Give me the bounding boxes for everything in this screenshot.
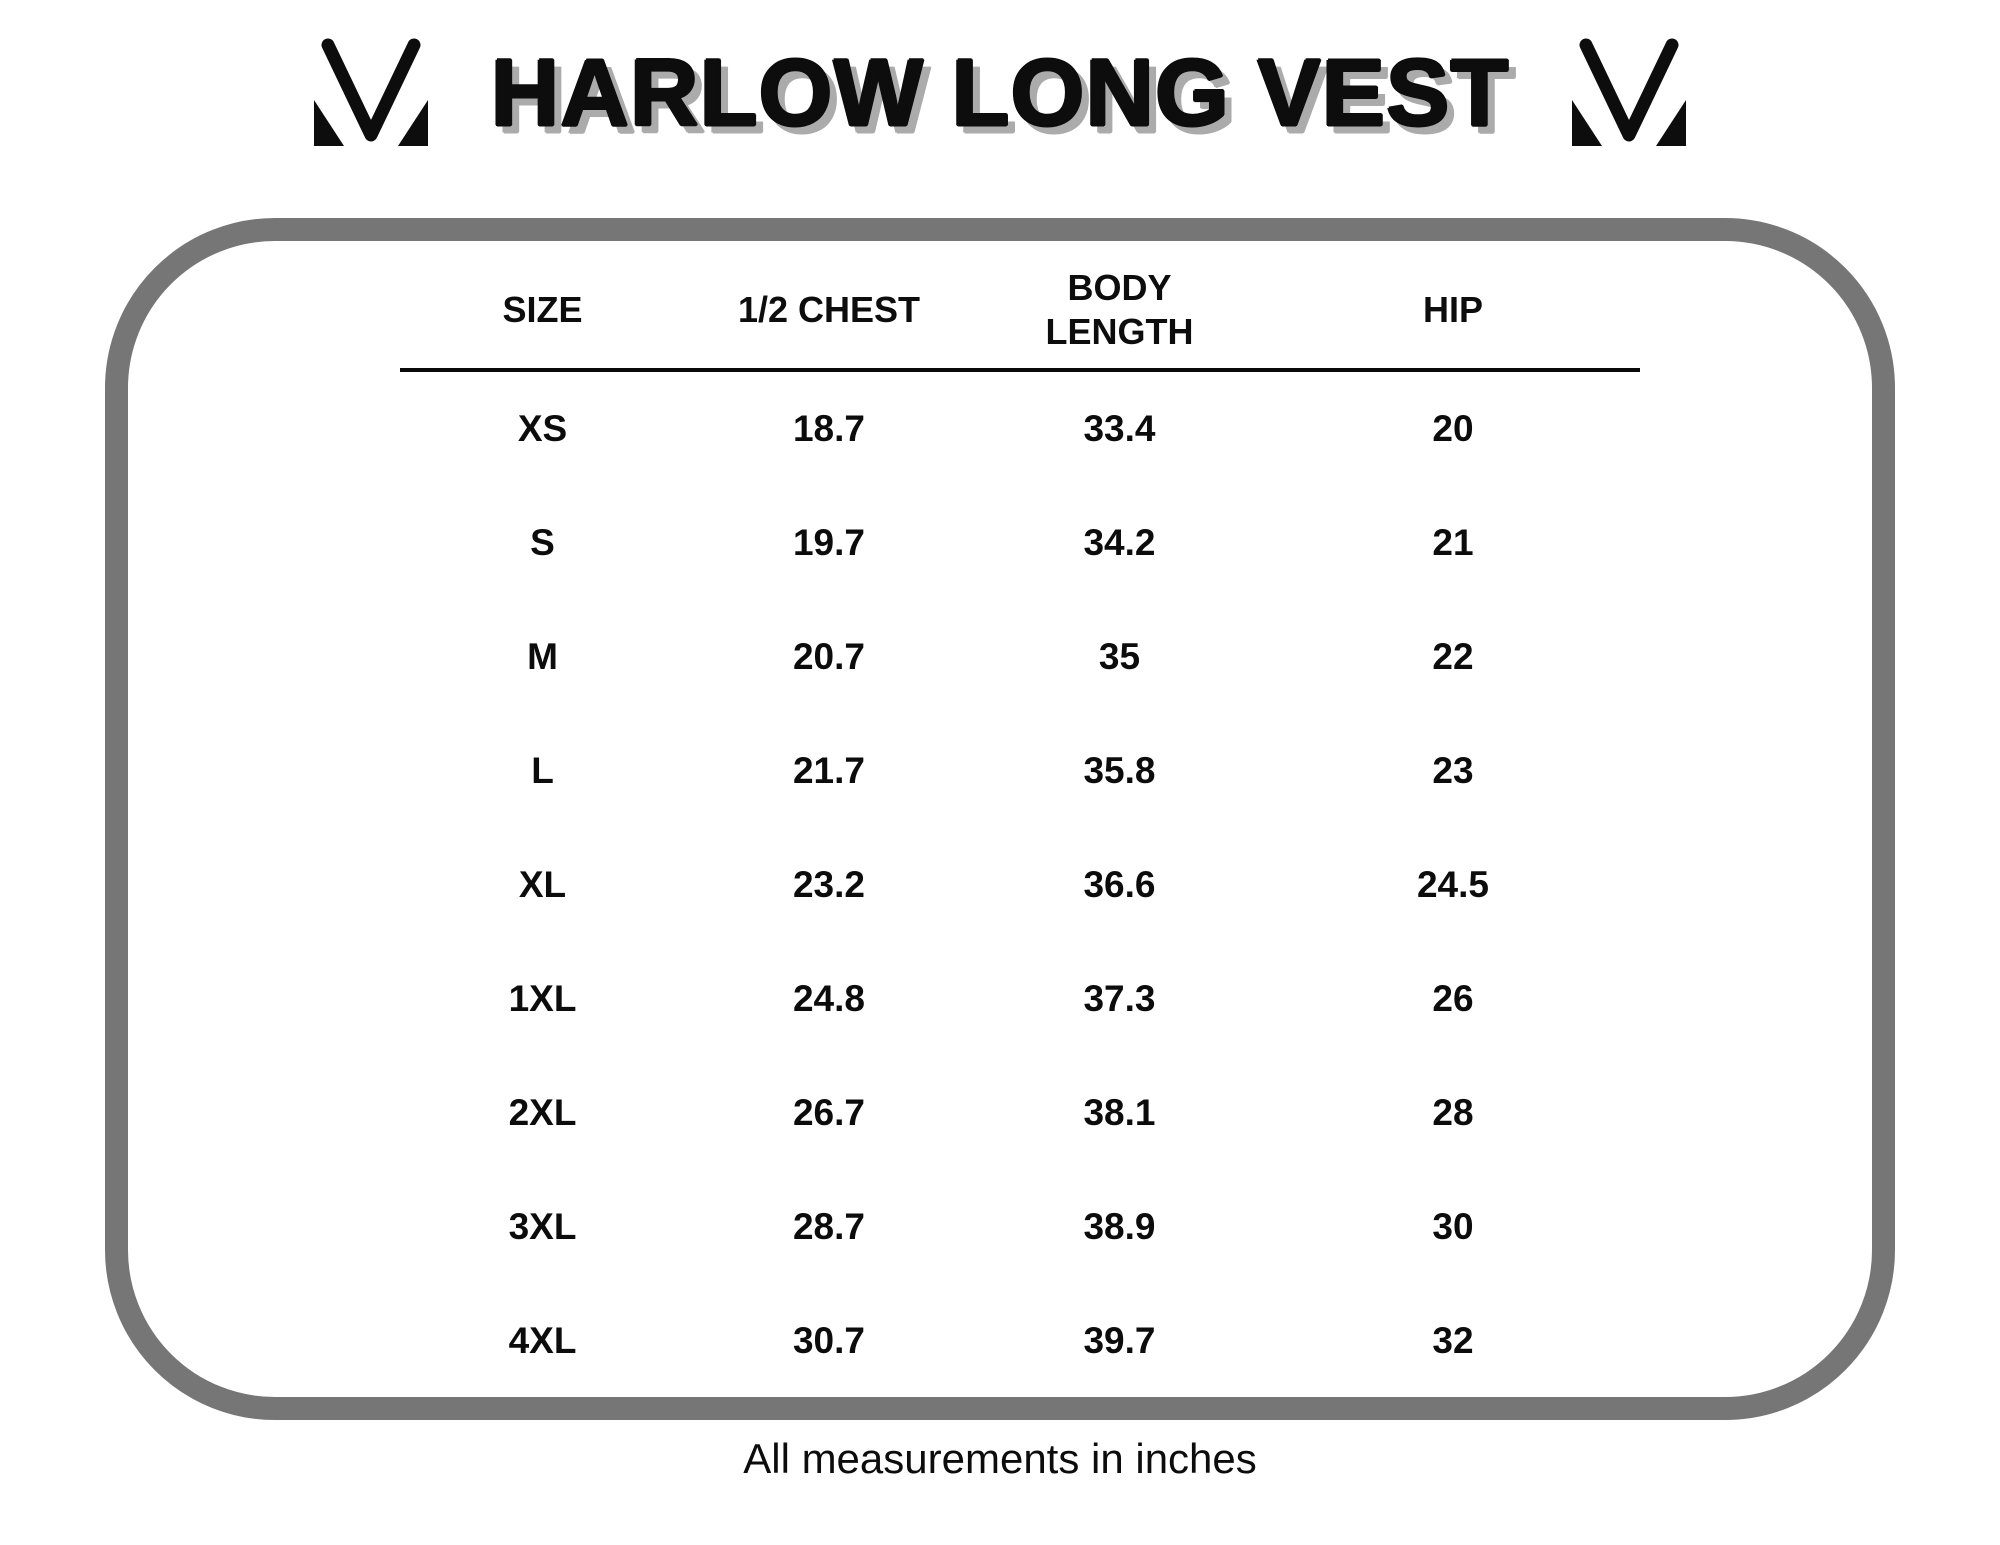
chest-cell: 18.7 [792, 408, 865, 449]
brand-logo-right-icon [1572, 38, 1687, 146]
table-row: XL 23.2 36.6 24.5 [400, 828, 1640, 942]
footnote: All measurements in inches [743, 1435, 1257, 1482]
column-header-chest: 1/2 CHEST [685, 252, 973, 372]
size-cell: M [527, 636, 558, 677]
size-cell: XS [517, 408, 568, 449]
chest-cell: 20.7 [792, 636, 865, 677]
brand-header: HARLOW LONG VEST [0, 24, 2000, 162]
chest-cell: 24.8 [792, 978, 865, 1019]
length-cell: 36.6 [1083, 864, 1156, 905]
size-cell: 1XL [508, 978, 577, 1019]
table-row: XS 18.7 33.4 20 [400, 370, 1640, 486]
hip-cell: 26 [1432, 978, 1474, 1019]
length-cell: 38.1 [1083, 1092, 1156, 1133]
hip-cell: 22 [1432, 636, 1474, 677]
chest-cell: 21.7 [792, 750, 865, 791]
size-cell: XL [518, 864, 567, 905]
length-cell: 35 [1098, 636, 1141, 677]
size-chart-table: SIZE 1/2 CHEST BODY LENGTH HIP XS 18.7 3… [400, 252, 1640, 1398]
table-row: 2XL 26.7 38.1 28 [400, 1056, 1640, 1170]
column-header-size: SIZE [400, 252, 685, 372]
table-row: L 21.7 35.8 23 [400, 714, 1640, 828]
table-row: S 19.7 34.2 21 [400, 486, 1640, 600]
size-cell: S [530, 522, 555, 563]
size-cell: 4XL [508, 1320, 577, 1361]
chest-cell: 23.2 [792, 864, 865, 905]
chest-cell: 26.7 [792, 1092, 865, 1133]
chest-cell: 28.7 [792, 1206, 865, 1247]
chest-cell: 19.7 [792, 522, 865, 563]
page-title: HARLOW LONG VEST [490, 40, 1510, 146]
column-header-length: BODY LENGTH [973, 252, 1266, 372]
length-cell: 33.4 [1083, 408, 1156, 449]
table-row: 3XL 28.7 38.9 30 [400, 1170, 1640, 1284]
hip-cell: 23 [1432, 750, 1474, 791]
chest-cell: 30.7 [792, 1320, 865, 1361]
hip-cell: 24.5 [1416, 864, 1489, 905]
length-cell: 39.7 [1083, 1320, 1156, 1361]
length-cell: 34.2 [1083, 522, 1156, 563]
size-cell: L [531, 750, 554, 791]
column-header-length-label: BODY LENGTH [1045, 267, 1194, 352]
hip-cell: 28 [1432, 1092, 1474, 1133]
table-row: M 20.7 35 22 [400, 600, 1640, 714]
length-cell: 35.8 [1083, 750, 1156, 791]
column-header-hip: HIP [1266, 252, 1640, 372]
table-row: 1XL 24.8 37.3 26 [400, 942, 1640, 1056]
length-cell: 37.3 [1083, 978, 1156, 1019]
size-cell: 3XL [508, 1206, 577, 1247]
hip-cell: 30 [1432, 1206, 1474, 1247]
table-row: 4XL 30.7 39.7 32 [400, 1284, 1640, 1398]
header-row: SIZE 1/2 CHEST BODY LENGTH HIP [400, 252, 1640, 372]
brand-logo-left-icon [313, 38, 428, 146]
hip-cell: 21 [1432, 522, 1474, 563]
length-cell: 38.9 [1083, 1206, 1156, 1247]
hip-cell: 32 [1432, 1320, 1474, 1361]
size-cell: 2XL [508, 1092, 577, 1133]
hip-cell: 20 [1432, 408, 1474, 449]
size-chart-frame [105, 218, 1895, 1420]
